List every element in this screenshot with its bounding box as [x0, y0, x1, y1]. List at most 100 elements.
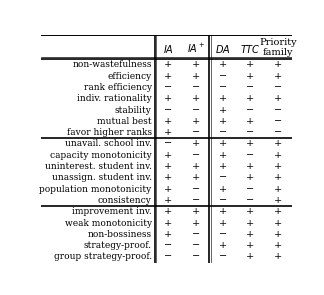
- Text: −: −: [274, 106, 282, 114]
- Text: −: −: [192, 241, 200, 250]
- Text: +: +: [247, 253, 255, 261]
- Text: +: +: [164, 207, 173, 216]
- Text: +: +: [164, 196, 173, 205]
- Text: +: +: [219, 140, 227, 148]
- Text: stability: stability: [115, 106, 152, 114]
- Text: +: +: [247, 207, 255, 216]
- Text: +: +: [247, 117, 255, 126]
- Text: −: −: [247, 83, 255, 92]
- Text: favor higher ranks: favor higher ranks: [67, 128, 152, 137]
- Text: +: +: [274, 207, 282, 216]
- Text: −: −: [164, 106, 172, 114]
- Text: +: +: [247, 241, 255, 250]
- Text: +: +: [192, 162, 200, 171]
- Text: −: −: [164, 241, 172, 250]
- Text: −: −: [164, 83, 172, 92]
- Text: non-bossiness: non-bossiness: [87, 230, 152, 239]
- Text: +: +: [247, 94, 255, 103]
- Text: +: +: [164, 60, 173, 69]
- Text: +: +: [247, 72, 255, 81]
- Text: −: −: [192, 253, 200, 261]
- Text: +: +: [247, 140, 255, 148]
- Text: −: −: [219, 128, 227, 137]
- Text: +: +: [219, 117, 227, 126]
- Text: −: −: [219, 72, 227, 81]
- Text: +: +: [192, 219, 200, 227]
- Text: +: +: [164, 162, 173, 171]
- Text: −: −: [274, 128, 282, 137]
- Text: efficiency: efficiency: [108, 72, 152, 81]
- Text: −: −: [192, 151, 200, 160]
- Text: +: +: [274, 230, 282, 239]
- Text: −: −: [192, 83, 200, 92]
- Text: −: −: [247, 106, 255, 114]
- Text: weak monotonicity: weak monotonicity: [64, 219, 152, 227]
- Text: −: −: [219, 196, 227, 205]
- Text: +: +: [219, 60, 227, 69]
- Text: +: +: [192, 140, 200, 148]
- Text: −: −: [192, 185, 200, 194]
- Text: −: −: [247, 196, 255, 205]
- Text: +: +: [274, 72, 282, 81]
- Text: $TTC$: $TTC$: [240, 42, 261, 55]
- Text: −: −: [219, 173, 227, 182]
- Text: +: +: [247, 60, 255, 69]
- Text: −: −: [247, 128, 255, 137]
- Text: $DA$: $DA$: [215, 42, 231, 55]
- Text: +: +: [274, 196, 282, 205]
- Text: uninterest. student inv.: uninterest. student inv.: [45, 162, 152, 171]
- Text: +: +: [274, 151, 282, 160]
- Text: $IA$: $IA$: [163, 42, 174, 55]
- Text: population monotonicity: population monotonicity: [40, 185, 152, 194]
- Text: −: −: [274, 117, 282, 126]
- Text: −: −: [192, 128, 200, 137]
- Text: +: +: [274, 241, 282, 250]
- Text: −: −: [219, 230, 227, 239]
- Text: +: +: [219, 106, 227, 114]
- Text: mutual best: mutual best: [97, 117, 152, 126]
- Text: improvement inv.: improvement inv.: [72, 207, 152, 216]
- Text: +: +: [274, 140, 282, 148]
- Text: −: −: [192, 230, 200, 239]
- Text: capacity monotonicity: capacity monotonicity: [50, 151, 152, 160]
- Text: +: +: [164, 117, 173, 126]
- Text: +: +: [274, 185, 282, 194]
- Text: +: +: [192, 72, 200, 81]
- Text: $IA^+$: $IA^+$: [187, 42, 205, 55]
- Text: +: +: [192, 60, 200, 69]
- Text: +: +: [247, 219, 255, 227]
- Text: +: +: [164, 219, 173, 227]
- Text: −: −: [164, 253, 172, 261]
- Text: unavail. school inv.: unavail. school inv.: [65, 140, 152, 148]
- Text: +: +: [192, 173, 200, 182]
- Text: +: +: [274, 219, 282, 227]
- Text: +: +: [247, 173, 255, 182]
- Text: −: −: [247, 185, 255, 194]
- Text: +: +: [274, 173, 282, 182]
- Text: +: +: [164, 94, 173, 103]
- Text: +: +: [192, 117, 200, 126]
- Text: +: +: [192, 207, 200, 216]
- Text: +: +: [192, 94, 200, 103]
- Text: −: −: [274, 83, 282, 92]
- Text: +: +: [164, 173, 173, 182]
- Text: rank efficiency: rank efficiency: [84, 83, 152, 92]
- Text: +: +: [274, 253, 282, 261]
- Text: −: −: [219, 253, 227, 261]
- Text: +: +: [219, 241, 227, 250]
- Text: +: +: [164, 230, 173, 239]
- Text: −: −: [164, 140, 172, 148]
- Text: +: +: [274, 94, 282, 103]
- Text: family: family: [263, 48, 293, 57]
- Text: −: −: [192, 106, 200, 114]
- Text: +: +: [247, 162, 255, 171]
- Text: +: +: [247, 230, 255, 239]
- Text: +: +: [164, 151, 173, 160]
- Text: +: +: [164, 128, 173, 137]
- Text: consistency: consistency: [98, 196, 152, 205]
- Text: +: +: [219, 219, 227, 227]
- Text: +: +: [219, 94, 227, 103]
- Text: +: +: [274, 162, 282, 171]
- Text: +: +: [219, 162, 227, 171]
- Text: +: +: [164, 72, 173, 81]
